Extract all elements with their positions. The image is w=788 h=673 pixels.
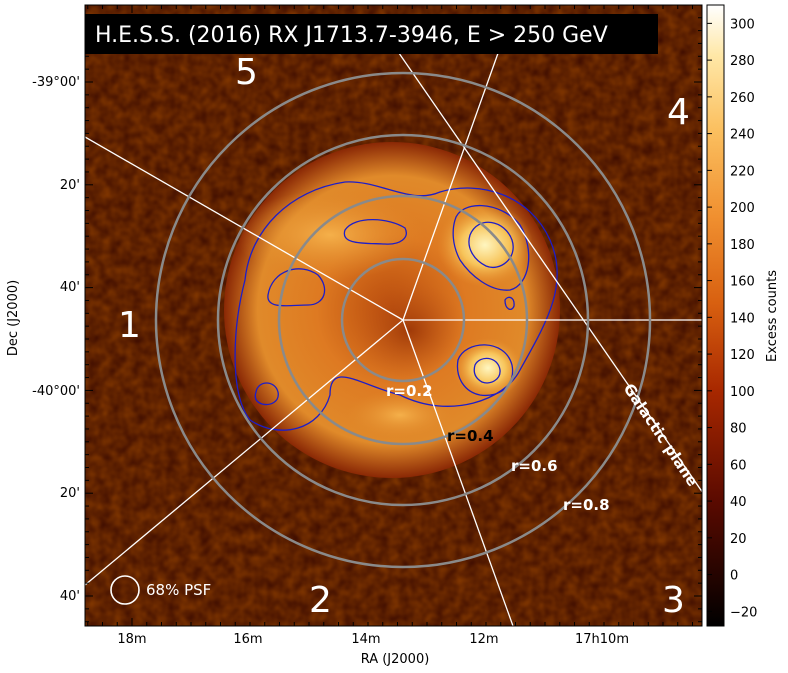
ring-label-r02: r=0.2	[386, 382, 433, 400]
sector-label-5: 5	[235, 52, 258, 93]
y-tick-label: 20'	[60, 178, 80, 193]
colorbar-tick-label: 120	[730, 348, 755, 363]
colorbar-tick-label: 100	[730, 385, 755, 400]
y-axis-title: Dec (J2000)	[6, 280, 21, 356]
map-border	[84, 4, 703, 627]
emission-hotspot-ne	[437, 203, 533, 287]
y-axis-tick-labels: -39°00' 20' 40' -40°00' 20' 40'	[32, 75, 80, 604]
y-axis-tick-marks	[85, 17, 702, 623]
x-tick-label: 17h10m	[575, 632, 629, 647]
ring-r04	[277, 194, 529, 446]
emission-northwest-rim	[235, 190, 425, 280]
contour-sw	[254, 382, 279, 406]
sector-label-3: 3	[662, 580, 685, 621]
ring-r08	[154, 71, 652, 569]
colorbar-tick-label: 140	[730, 311, 755, 326]
x-tick-label: 18m	[117, 632, 146, 647]
rings	[154, 71, 652, 569]
sector-line-sw	[85, 319, 404, 586]
y-tick-label: -39°00'	[32, 75, 80, 90]
contour-outer	[234, 181, 558, 431]
sector-label-2: 2	[309, 580, 332, 621]
contour-ne-2	[468, 221, 514, 268]
x-axis-title: RA (J2000)	[361, 652, 430, 667]
y-tick-label: 40'	[60, 589, 80, 604]
map-area: r=0.2 r=0.4 r=0.6 r=0.8 1 2 3 4 5 Galact…	[85, 5, 702, 626]
sector-label-1: 1	[118, 305, 141, 346]
colorbar-tick-label: 300	[730, 17, 755, 32]
colorbar-ticks: −20 0 20 40 60 80 100 120 140 160 180 200 220 240 260 2…	[707, 17, 757, 620]
contour-e-2	[473, 357, 501, 384]
contours	[234, 181, 558, 431]
sector-line-s	[402, 319, 514, 626]
contour-ne-1	[452, 204, 530, 291]
psf-label: 68% PSF	[146, 581, 211, 599]
colorbar-tick-label: 40	[730, 495, 747, 510]
galactic-plane-line	[382, 29, 702, 493]
colorbar-tick-label: 240	[730, 128, 755, 143]
chart-title: H.E.S.S. (2016) RX J1713.7-3946, E > 250…	[95, 23, 608, 48]
contour-nw	[343, 219, 407, 245]
colorbar-gradient	[706, 4, 725, 627]
colorbar-tick-label: 280	[730, 54, 755, 69]
y-tick-label: -40°00'	[32, 384, 80, 399]
colorbar-tick-label: 180	[730, 238, 755, 253]
contour-mid	[504, 296, 515, 311]
colorbar-tick-label: 220	[730, 164, 755, 179]
colorbar: −20 0 20 40 60 80 100 120 140 160 180 200 220 240 260 2…	[706, 4, 780, 627]
ring-r06	[216, 133, 590, 507]
ring-label-r06: r=0.6	[511, 457, 558, 475]
colorbar-tick-label: 160	[730, 275, 755, 290]
title-box	[85, 14, 658, 54]
ring-label-r08: r=0.8	[563, 496, 610, 514]
ring-r02	[340, 257, 466, 383]
colorbar-label: Excess counts	[765, 270, 780, 362]
colorbar-tick-label: 80	[730, 422, 747, 437]
x-tick-label: 16m	[233, 632, 262, 647]
x-tick-label: 12m	[469, 632, 498, 647]
sector-label-4: 4	[667, 92, 690, 133]
y-tick-label: 20'	[60, 486, 80, 501]
emission-south	[345, 390, 455, 440]
psf-circle	[110, 575, 140, 605]
emission-center-dip	[355, 280, 465, 380]
colorbar-tick-label: 0	[730, 569, 738, 584]
colorbar-tick-label: 200	[730, 201, 755, 216]
y-tick-label: 40'	[60, 280, 80, 295]
x-tick-label: 14m	[351, 632, 380, 647]
colorbar-tick-label: 260	[730, 91, 755, 106]
x-axis-tick-marks	[87, 5, 693, 626]
colorbar-tick-label: −20	[730, 605, 757, 620]
colorbar-tick-label: 60	[730, 458, 747, 473]
x-axis-tick-labels: 18m 16m 14m 12m 17h10m	[117, 632, 629, 647]
colorbar-tick-label: 20	[730, 532, 747, 547]
contour-w	[267, 268, 326, 307]
ring-label-r04: r=0.4	[447, 427, 494, 445]
